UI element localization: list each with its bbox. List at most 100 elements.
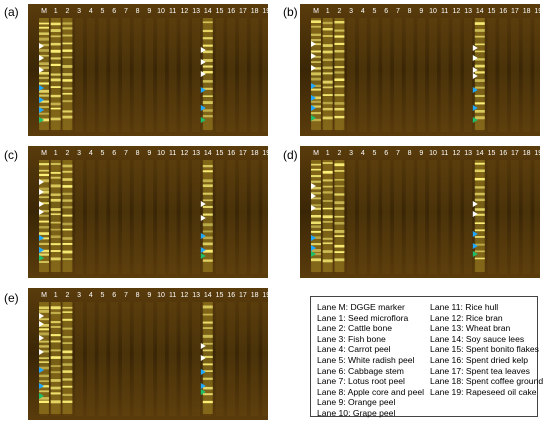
gel-band xyxy=(39,100,49,103)
gel-band xyxy=(202,230,213,233)
gel-band xyxy=(50,334,61,337)
gel-band xyxy=(311,221,321,224)
gel-band xyxy=(62,258,73,261)
lane-streak xyxy=(180,160,189,274)
gel-band xyxy=(62,222,73,226)
lane-label: 7 xyxy=(124,150,128,157)
gel-background xyxy=(300,146,540,278)
gel-band xyxy=(39,190,49,194)
gel-band xyxy=(474,236,485,238)
gel-band xyxy=(334,170,345,172)
legend-column-left: Lane M: DGGE marker Lane 1: Seed microfl… xyxy=(317,302,424,418)
lane-streak xyxy=(227,302,236,416)
gel-band xyxy=(322,50,333,54)
gel-band xyxy=(474,64,485,68)
gel-band xyxy=(39,242,49,246)
lane-label: 11 xyxy=(441,8,448,15)
gel-band xyxy=(322,162,333,164)
lane-label: 16 xyxy=(227,150,235,157)
legend-item: Lane 7: Lotus root peel xyxy=(317,376,405,387)
lane-streak xyxy=(157,160,165,274)
gel-band xyxy=(62,22,73,25)
gel-band xyxy=(334,244,345,248)
band-arrow xyxy=(39,201,44,207)
legend-item: Lane 18: Spent coffee ground xyxy=(430,376,544,387)
gel-band xyxy=(62,185,73,188)
gel-band xyxy=(62,228,73,231)
gel-band xyxy=(202,386,213,390)
lane-smear xyxy=(50,160,61,272)
gel-band xyxy=(334,221,345,225)
lane-label: 4 xyxy=(361,150,365,157)
band-arrow xyxy=(200,47,206,53)
gel-band xyxy=(62,206,73,209)
lane-streak xyxy=(133,160,142,274)
legend-item: Lane 5: White radish peel xyxy=(317,354,415,365)
legend-item: Lane 12: Rice bran xyxy=(430,312,503,323)
lane-legend: Lane M: DGGE marker Lane 1: Seed microfl… xyxy=(310,296,543,418)
gel-image-b: M12345678910111213141516171819 xyxy=(300,4,540,136)
gel-band xyxy=(39,66,49,69)
gel-band xyxy=(202,44,213,47)
lane-streak xyxy=(215,302,224,416)
band-arrow xyxy=(200,59,206,65)
gel-band xyxy=(62,306,73,309)
lane-label: 4 xyxy=(89,292,93,299)
gel-band xyxy=(474,58,485,61)
band-arrow xyxy=(200,253,206,259)
lane-streak xyxy=(145,302,154,416)
gel-band xyxy=(202,199,213,202)
lane-label: 15 xyxy=(216,292,224,299)
gel-band xyxy=(334,35,345,38)
gel-band xyxy=(311,25,321,28)
gel-band xyxy=(311,168,321,171)
gel-band xyxy=(474,22,485,25)
gel-band xyxy=(202,355,213,358)
gel-band xyxy=(202,37,213,40)
gel-band xyxy=(311,67,321,70)
gel-band xyxy=(62,27,73,30)
lane-label: 4 xyxy=(89,150,93,157)
gel-band xyxy=(334,42,345,45)
lane-streak xyxy=(323,18,332,132)
band-arrow xyxy=(311,95,316,101)
lane-label: 9 xyxy=(419,8,423,15)
band-arrow xyxy=(39,107,44,113)
gel-band xyxy=(322,21,333,25)
gel-band xyxy=(62,242,73,245)
gel-band xyxy=(62,49,73,52)
lane-label: 8 xyxy=(408,8,412,15)
lane-streak xyxy=(499,18,508,132)
gel-band xyxy=(39,163,49,166)
gel-band xyxy=(334,66,345,68)
lane-streak xyxy=(121,18,130,132)
band-arrow xyxy=(39,67,44,73)
gel-band xyxy=(62,87,73,90)
lane-streak xyxy=(464,160,473,274)
gel-band xyxy=(202,349,213,352)
gel-band xyxy=(39,261,49,263)
lane-label: 10 xyxy=(429,150,437,157)
lane-label: 11 xyxy=(169,292,176,299)
gel-band xyxy=(474,169,485,173)
lane-label: 16 xyxy=(499,8,507,15)
lane-label: M xyxy=(41,8,47,15)
band-arrow xyxy=(472,251,478,257)
gel-band xyxy=(311,192,321,195)
lane-streak xyxy=(203,160,212,274)
gel-panel-e: M12345678910111213141516171819 xyxy=(28,288,268,420)
gel-panel-a: M12345678910111213141516171819 xyxy=(28,4,268,136)
lane-streak xyxy=(203,18,212,132)
panel-label-c: (c) xyxy=(4,148,18,162)
gel-band xyxy=(50,371,61,374)
lane-streak xyxy=(110,18,119,132)
gel-band xyxy=(62,64,73,68)
lane-streak xyxy=(417,160,426,274)
panel-label-a: (a) xyxy=(4,5,19,19)
gel-band xyxy=(311,112,321,115)
gel-band xyxy=(322,58,333,62)
lane-label: 5 xyxy=(101,8,105,15)
gel-band xyxy=(202,29,213,33)
gel-band xyxy=(50,49,61,53)
gel-band xyxy=(50,349,61,352)
